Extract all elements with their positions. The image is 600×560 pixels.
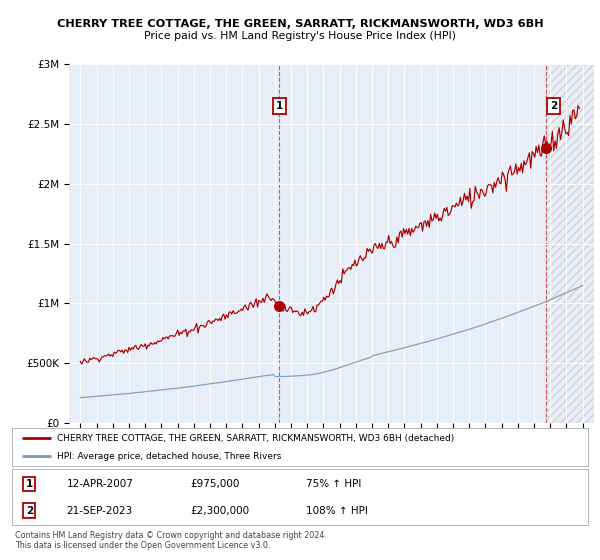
- Text: £975,000: £975,000: [191, 479, 240, 489]
- Text: HPI: Average price, detached house, Three Rivers: HPI: Average price, detached house, Thre…: [57, 451, 281, 460]
- Text: Contains HM Land Registry data © Crown copyright and database right 2024.
This d: Contains HM Land Registry data © Crown c…: [15, 531, 327, 550]
- Text: 2: 2: [550, 101, 557, 111]
- Text: 21-SEP-2023: 21-SEP-2023: [67, 506, 133, 516]
- Text: CHERRY TREE COTTAGE, THE GREEN, SARRATT, RICKMANSWORTH, WD3 6BH (detached): CHERRY TREE COTTAGE, THE GREEN, SARRATT,…: [57, 433, 454, 442]
- Text: 1: 1: [275, 101, 283, 111]
- Text: 1: 1: [26, 479, 33, 489]
- Text: 108% ↑ HPI: 108% ↑ HPI: [306, 506, 368, 516]
- Text: 12-APR-2007: 12-APR-2007: [67, 479, 134, 489]
- Text: £2,300,000: £2,300,000: [191, 506, 250, 516]
- Text: 2: 2: [26, 506, 33, 516]
- Text: CHERRY TREE COTTAGE, THE GREEN, SARRATT, RICKMANSWORTH, WD3 6BH: CHERRY TREE COTTAGE, THE GREEN, SARRATT,…: [56, 18, 544, 29]
- Text: 75% ↑ HPI: 75% ↑ HPI: [306, 479, 361, 489]
- Text: Price paid vs. HM Land Registry's House Price Index (HPI): Price paid vs. HM Land Registry's House …: [144, 31, 456, 41]
